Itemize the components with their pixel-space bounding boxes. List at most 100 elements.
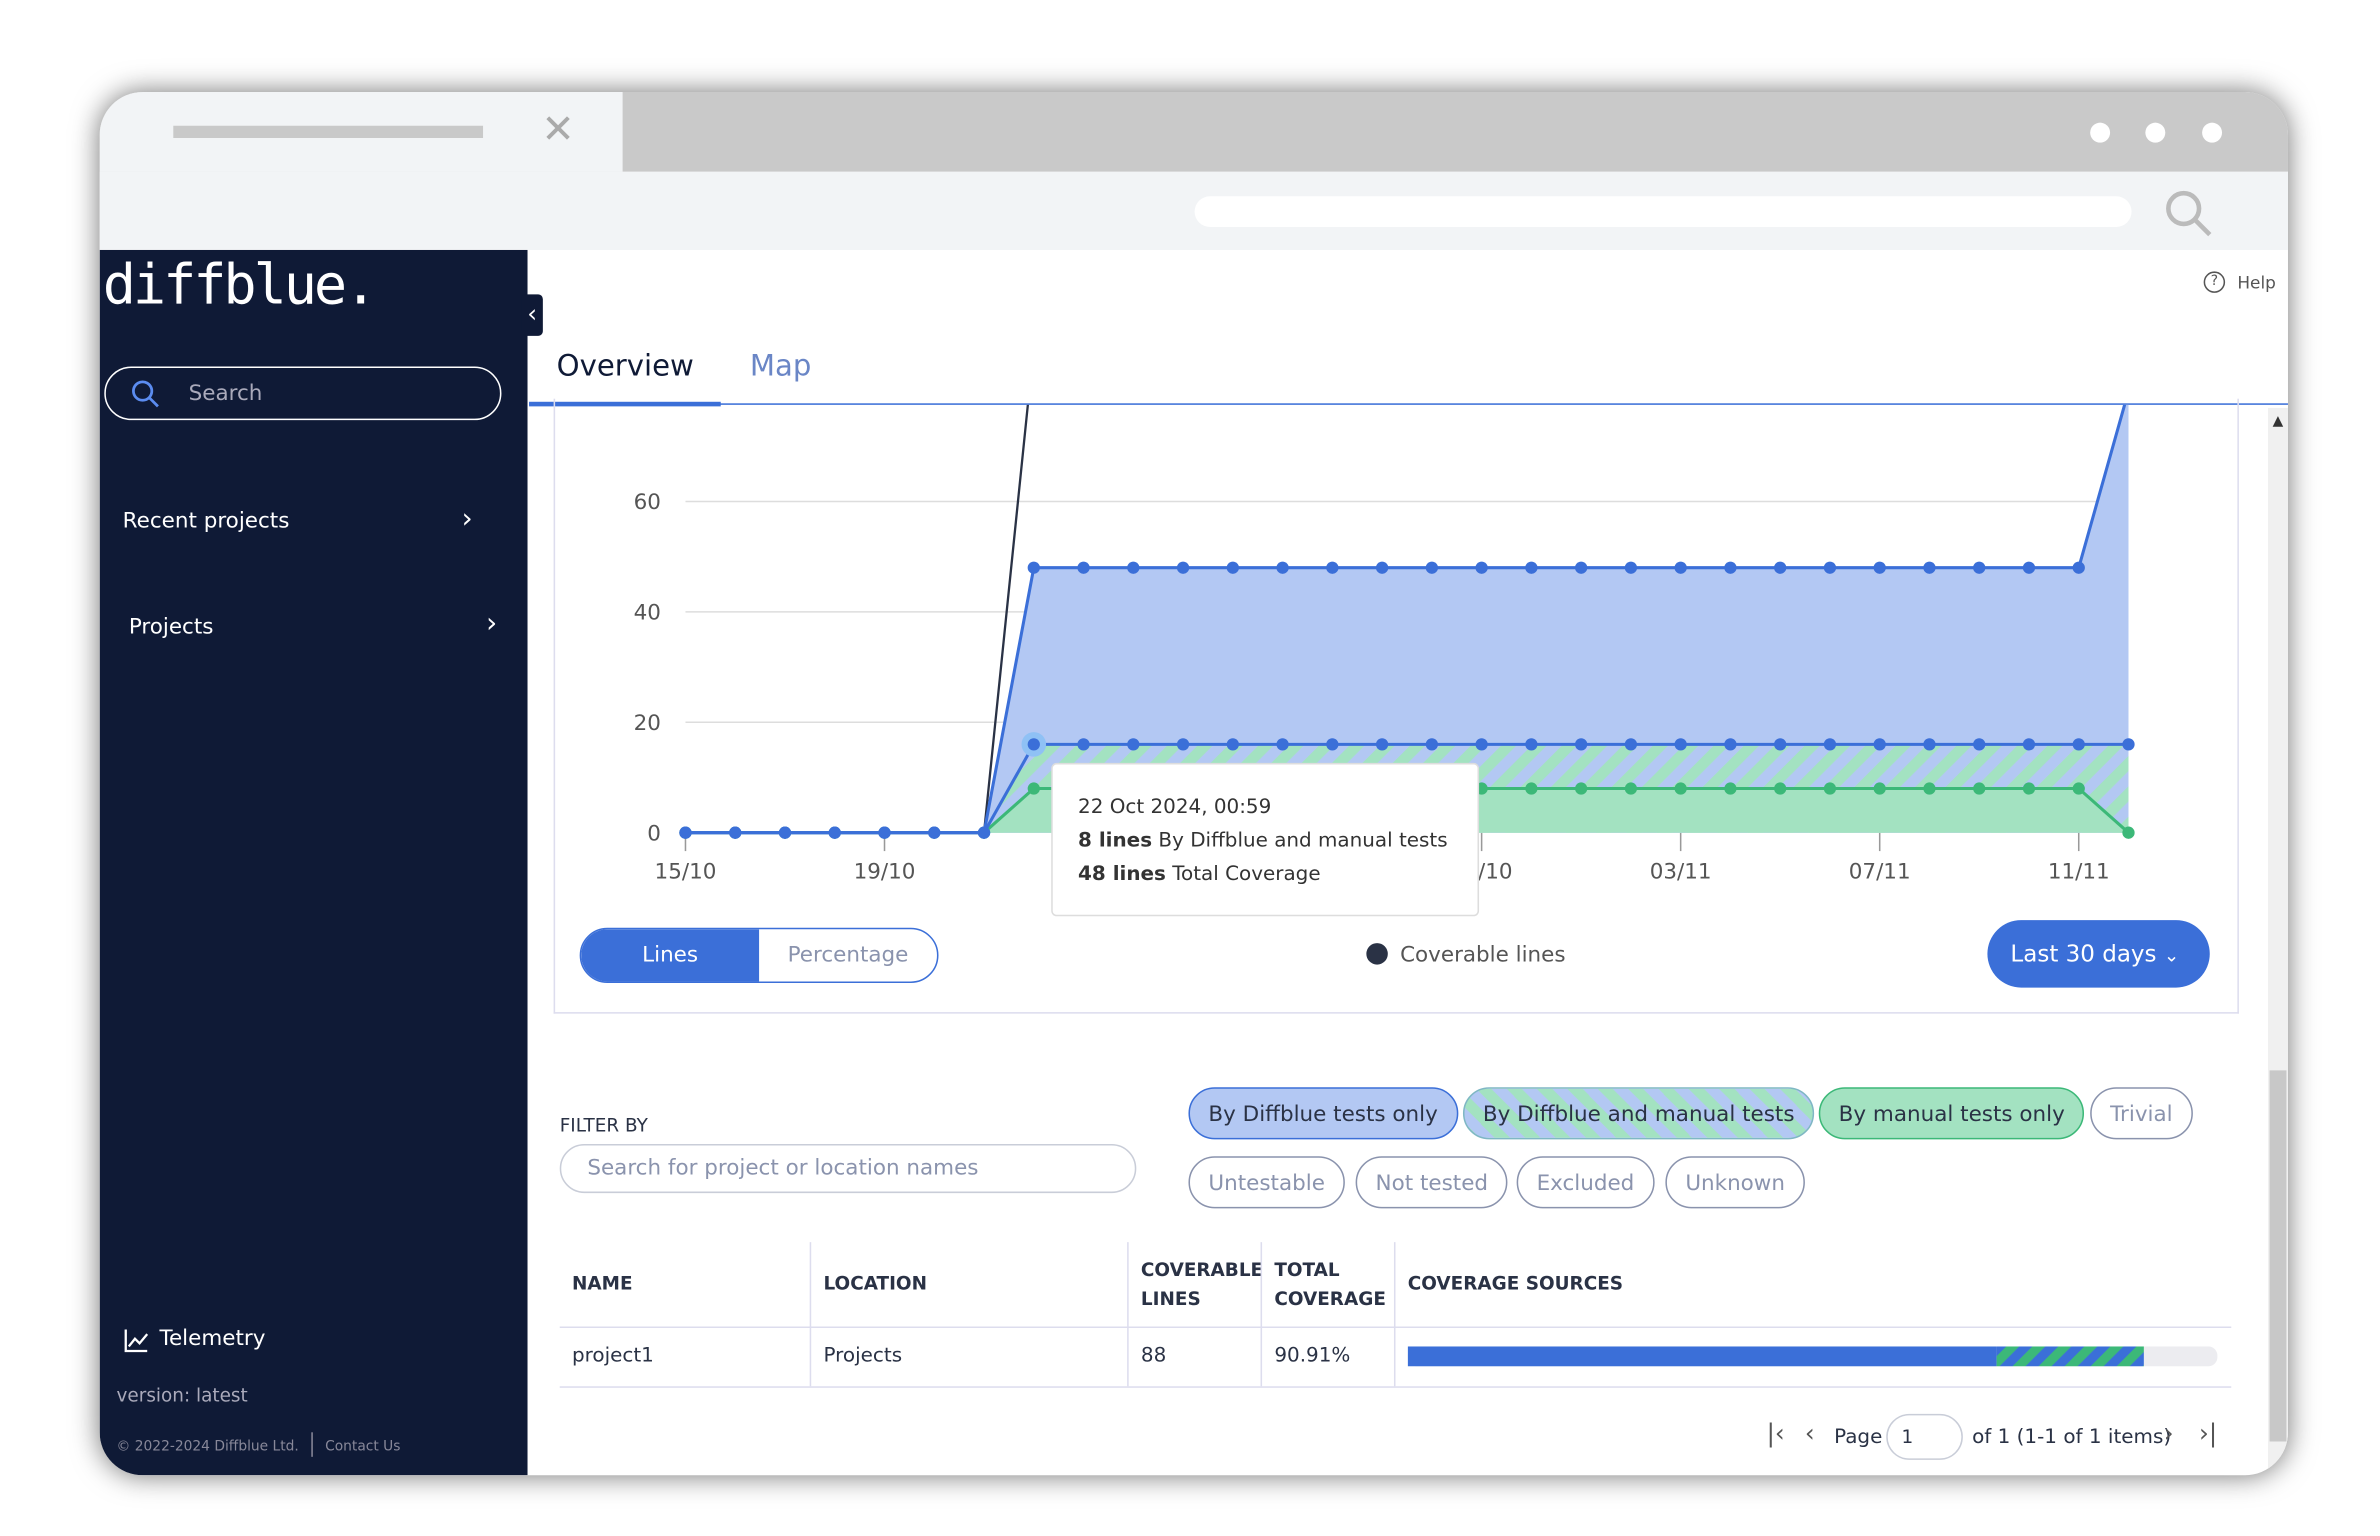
- point[interactable]: [1375, 561, 1389, 574]
- point[interactable]: [1475, 561, 1488, 574]
- point[interactable]: [1425, 738, 1438, 751]
- point[interactable]: [828, 826, 841, 839]
- point[interactable]: [1575, 738, 1588, 751]
- range-dropdown[interactable]: Last 30 days ⌄: [1987, 920, 2210, 988]
- point[interactable]: [2122, 826, 2135, 839]
- point[interactable]: [2072, 561, 2085, 574]
- point[interactable]: [1326, 738, 1339, 751]
- collapse-toggle[interactable]: ‹: [521, 294, 543, 336]
- nav-chevron[interactable]: ›: [486, 607, 498, 640]
- sidebar-search[interactable]: [104, 366, 502, 421]
- point[interactable]: [1774, 561, 1787, 574]
- point[interactable]: [1326, 561, 1339, 574]
- address-bar[interactable]: [1194, 196, 2132, 227]
- point[interactable]: [1276, 561, 1289, 574]
- window-dot[interactable]: [2090, 122, 2111, 143]
- point[interactable]: [1077, 561, 1090, 574]
- point[interactable]: [2022, 738, 2036, 751]
- nav-chevron[interactable]: ›: [461, 502, 473, 536]
- column-header[interactable]: COVERAGE SOURCES: [1407, 1272, 1624, 1295]
- point[interactable]: [1226, 561, 1239, 574]
- point[interactable]: [1923, 561, 1936, 574]
- point[interactable]: [1525, 738, 1538, 751]
- point[interactable]: [1127, 561, 1140, 574]
- point[interactable]: [1027, 561, 1040, 574]
- telemetry-link[interactable]: Telemetry: [159, 1326, 266, 1352]
- point[interactable]: [1774, 738, 1787, 751]
- point[interactable]: [1823, 561, 1837, 574]
- point[interactable]: [2072, 782, 2085, 795]
- tab[interactable]: Overview: [556, 349, 694, 384]
- point[interactable]: [1027, 738, 1040, 751]
- filter-chip[interactable]: By manual tests only: [1818, 1087, 2085, 1140]
- point[interactable]: [928, 826, 941, 839]
- point[interactable]: [1624, 561, 1638, 574]
- first-page[interactable]: |‹: [1766, 1418, 1785, 1448]
- page-input[interactable]: 1: [1886, 1413, 1963, 1460]
- point[interactable]: [1973, 738, 1986, 751]
- point[interactable]: [977, 826, 991, 839]
- point[interactable]: [1774, 782, 1787, 795]
- filter-chip[interactable]: By Diffblue and manual tests: [1462, 1087, 1815, 1140]
- point[interactable]: [1973, 561, 1986, 574]
- toggle-option[interactable]: Percentage: [787, 943, 909, 968]
- nav-item[interactable]: Projects: [128, 614, 214, 640]
- point[interactable]: [1823, 782, 1837, 795]
- point[interactable]: [1724, 561, 1737, 574]
- point[interactable]: [2122, 385, 2134, 397]
- point[interactable]: [1525, 561, 1538, 574]
- help-link[interactable]: Help: [2237, 272, 2276, 293]
- last-page[interactable]: ›|: [2199, 1418, 2218, 1448]
- column-header[interactable]: TOTAL COVERAGE: [1274, 1259, 1386, 1310]
- point[interactable]: [729, 826, 742, 839]
- point[interactable]: [2122, 738, 2135, 751]
- point[interactable]: [878, 826, 891, 839]
- point[interactable]: [679, 826, 692, 839]
- point[interactable]: [2072, 738, 2085, 751]
- contact-link[interactable]: Contact Us: [325, 1439, 401, 1456]
- scroll-up[interactable]: ▲: [2272, 414, 2284, 430]
- point[interactable]: [1475, 738, 1488, 751]
- point[interactable]: [1873, 561, 1886, 574]
- scroll-thumb[interactable]: [2269, 1070, 2287, 1442]
- point[interactable]: [1624, 782, 1638, 795]
- point[interactable]: [1873, 738, 1886, 751]
- point[interactable]: [1823, 738, 1837, 751]
- column-header[interactable]: LOCATION: [823, 1272, 927, 1295]
- filter-input[interactable]: Search for project or location names: [559, 1143, 1137, 1194]
- point[interactable]: [1077, 738, 1090, 751]
- point[interactable]: [1973, 782, 1986, 795]
- point[interactable]: [2022, 782, 2036, 795]
- filter-chip[interactable]: Not tested: [1355, 1156, 1509, 1209]
- point[interactable]: [1176, 738, 1190, 751]
- filter-chip[interactable]: Untestable: [1188, 1156, 1345, 1209]
- column-header[interactable]: NAME: [571, 1272, 633, 1295]
- point[interactable]: [1176, 561, 1190, 574]
- point[interactable]: [1276, 738, 1289, 751]
- point[interactable]: [1226, 738, 1239, 751]
- point[interactable]: [2022, 561, 2036, 574]
- filter-chip[interactable]: By Diffblue tests only: [1188, 1087, 1458, 1140]
- point[interactable]: [1027, 782, 1040, 795]
- point[interactable]: [1923, 782, 1936, 795]
- help-icon[interactable]: ?: [2203, 271, 2226, 293]
- column-header[interactable]: COVERABLE LINES: [1140, 1259, 1264, 1310]
- toggle-option[interactable]: Lines: [581, 929, 760, 982]
- prev-page[interactable]: ‹: [1804, 1418, 1815, 1448]
- point[interactable]: [1375, 738, 1389, 751]
- point[interactable]: [1624, 738, 1638, 751]
- filter-chip[interactable]: Unknown: [1665, 1156, 1805, 1209]
- next-page[interactable]: ›: [2163, 1418, 2174, 1448]
- point[interactable]: [1674, 782, 1687, 795]
- filter-chip[interactable]: Trivial: [2090, 1087, 2193, 1140]
- point[interactable]: [1724, 782, 1737, 795]
- tab-close[interactable]: ✕: [541, 107, 575, 154]
- point[interactable]: [1425, 561, 1438, 574]
- point[interactable]: [1873, 782, 1886, 795]
- nav-item[interactable]: Recent projects: [122, 509, 290, 534]
- point[interactable]: [1724, 738, 1737, 751]
- tab[interactable]: Map: [749, 349, 812, 384]
- point[interactable]: [1575, 561, 1588, 574]
- window-dot[interactable]: [2202, 122, 2223, 143]
- point[interactable]: [1923, 738, 1936, 751]
